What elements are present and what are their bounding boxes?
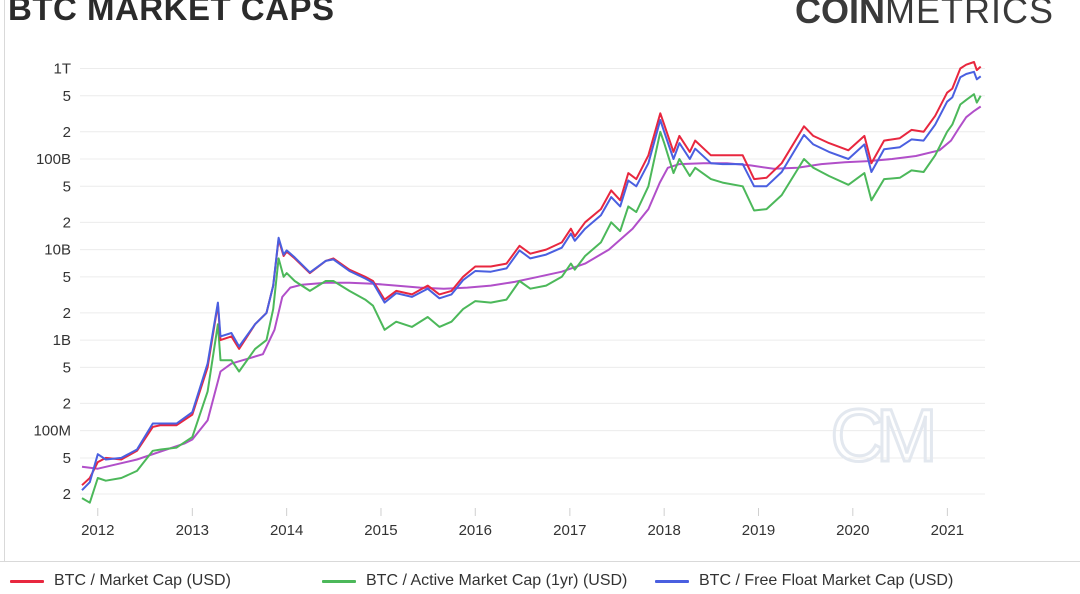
logo-light-text: METRICS [885, 0, 1054, 31]
legend-item[interactable]: BTC / Active Market Cap (1yr) (USD) [322, 572, 627, 590]
legend-item[interactable]: BTC / Free Float Market Cap (USD) [655, 572, 953, 590]
series-line-btc-active-market-cap-1yr-usd [81, 93, 982, 504]
x-tick-label: 2020 [836, 522, 869, 539]
y-tick-label: 2 [63, 486, 71, 503]
x-tick-label: 2017 [553, 522, 586, 539]
y-tick-label: 2 [63, 395, 71, 412]
y-tick-label: 5 [63, 88, 71, 105]
y-tick-label: 5 [63, 269, 71, 286]
x-tick-label: 2019 [742, 522, 775, 539]
chart-grid [80, 67, 985, 495]
legend-item[interactable]: BTC / Market Cap (USD) [10, 572, 231, 590]
y-tick-label: 5 [63, 359, 71, 376]
x-tick-label: 2014 [270, 522, 303, 539]
series-line-btc-free-float-market-cap-usd [81, 70, 982, 491]
x-tick-label: 2012 [81, 522, 114, 539]
y-tick-label: 2 [63, 124, 71, 141]
series-line-btc-market-cap-usd [81, 61, 982, 486]
chart-frame-bottom-border [0, 561, 1080, 562]
y-axis-ticks: 2 5 100M 2 5 1B 2 5 10B 2 5 100B 2 5 1T [33, 60, 71, 502]
y-tick-label: 10B [44, 242, 71, 259]
legend-swatch [322, 579, 356, 583]
y-tick-label: 2 [63, 214, 71, 231]
y-tick-label: 5 [63, 178, 71, 195]
legend-swatch [10, 579, 44, 583]
x-axis-ticks: 2012 2013 2014 2015 2016 2017 2018 2019 2020 2021 [81, 508, 964, 539]
chart-title: BTC MARKET CAPS [8, 0, 335, 27]
legend-label: BTC / Active Market Cap (1yr) (USD) [366, 572, 628, 589]
x-tick-label: 2015 [364, 522, 397, 539]
chart-legend: BTC / Market Cap (USD) BTC / Active Marke… [0, 572, 1080, 594]
logo-bold-text: COIN [795, 0, 885, 31]
x-tick-label: 2018 [647, 522, 680, 539]
y-tick-label: 5 [63, 450, 71, 467]
y-tick-label: 1T [53, 60, 71, 77]
series-lines [81, 61, 982, 504]
y-tick-label: 100M [33, 423, 71, 440]
legend-label: BTC / Free Float Market Cap (USD) [699, 572, 954, 589]
y-tick-label: 100B [36, 151, 71, 168]
x-tick-label: 2013 [176, 522, 209, 539]
x-tick-label: 2016 [459, 522, 492, 539]
chart-frame-left-border [4, 0, 5, 562]
y-tick-label: 1B [53, 332, 71, 349]
coinmetrics-logo: COINMETRICS [795, 0, 1054, 32]
legend-swatch [655, 579, 689, 583]
y-tick-label: 2 [63, 305, 71, 322]
legend-label: BTC / Market Cap (USD) [54, 572, 231, 589]
x-tick-label: 2021 [931, 522, 964, 539]
cm-watermark: CM [830, 394, 931, 477]
